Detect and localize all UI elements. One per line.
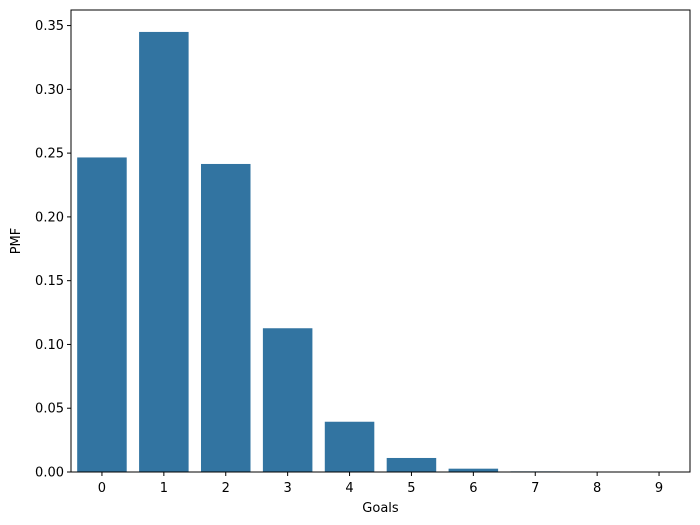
x-axis-ticks: 0 1 2 3 4 5 6 7 8 9 [98, 472, 663, 496]
x-tick-label: 5 [407, 481, 415, 496]
y-tick-label: 0.15 [35, 274, 64, 289]
x-tick-label: 1 [160, 481, 168, 496]
x-axis-label: Goals [362, 501, 399, 516]
bar-goals-5 [386, 457, 437, 472]
x-tick-label: 6 [469, 481, 477, 496]
x-tick-label: 7 [531, 481, 539, 496]
y-tick-label: 0.05 [35, 402, 64, 417]
bar-goals-0 [77, 157, 127, 472]
x-tick-label: 9 [655, 481, 663, 496]
y-tick-label: 0.10 [35, 338, 64, 353]
x-tick-label: 3 [284, 481, 292, 496]
bar-goals-6 [448, 468, 499, 472]
x-tick-label: 0 [98, 481, 106, 496]
y-axis-ticks: 0.00 0.05 0.10 0.15 0.20 0.25 0.30 0.35 [35, 19, 71, 481]
y-tick-label: 0.30 [35, 83, 64, 98]
x-tick-label: 2 [222, 481, 230, 496]
bar-goals-3 [262, 328, 313, 472]
x-tick-label: 4 [345, 481, 353, 496]
y-tick-label: 0.35 [35, 19, 64, 34]
x-tick-label: 8 [593, 481, 601, 496]
bar-goals-4 [324, 421, 375, 472]
y-axis-label: PMF [9, 228, 24, 255]
bar-goals-1 [139, 31, 189, 472]
y-tick-label: 0.00 [35, 466, 64, 481]
bar-goals-2 [200, 163, 251, 472]
plot-frame [70, 9, 691, 473]
bars-group [77, 31, 622, 472]
y-tick-label: 0.25 [35, 147, 64, 162]
y-tick-label: 0.20 [35, 210, 64, 225]
